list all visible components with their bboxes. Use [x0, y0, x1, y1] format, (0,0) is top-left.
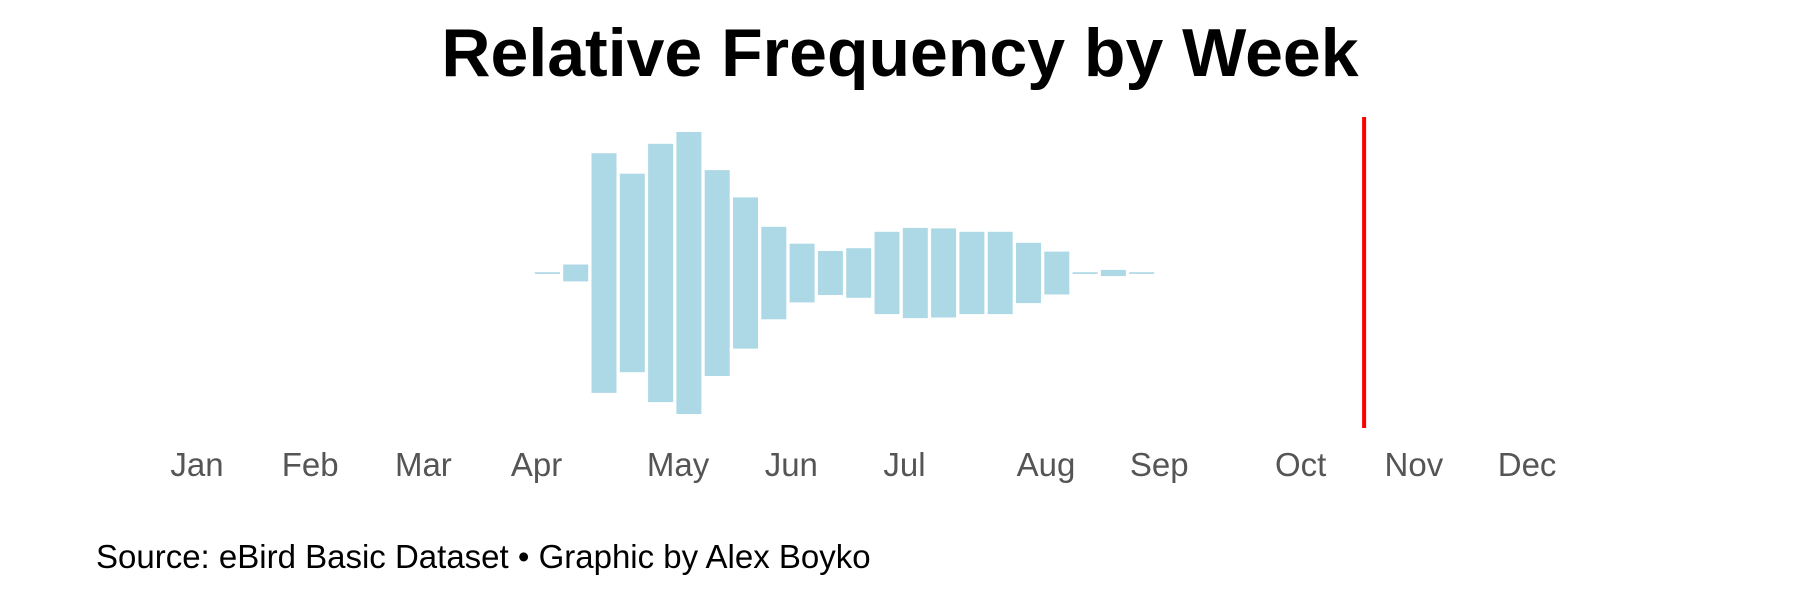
month-label-dec: Dec: [1498, 446, 1557, 483]
source-caption: Source: eBird Basic Dataset • Graphic by…: [96, 538, 871, 575]
frequency-bar: [987, 231, 1013, 315]
frequency-bar: [761, 226, 787, 320]
month-label-sep: Sep: [1130, 446, 1189, 483]
month-label-may: May: [647, 446, 710, 483]
frequency-bar: [902, 227, 928, 319]
frequency-bar: [733, 197, 758, 349]
month-axis: Jan Feb Mar Apr May Jun Jul Aug Sep Oct Nov Dec: [170, 446, 1556, 483]
frequency-bar: [959, 231, 985, 315]
frequency-bar: [789, 243, 815, 303]
month-label-jun: Jun: [765, 446, 818, 483]
frequency-bar: [563, 264, 589, 282]
frequency-bar: [1129, 272, 1155, 274]
month-label-nov: Nov: [1385, 446, 1444, 483]
month-label-oct: Oct: [1275, 446, 1326, 483]
frequency-bar: [704, 170, 730, 376]
frequency-bar: [619, 173, 645, 373]
month-label-jul: Jul: [883, 446, 925, 483]
month-label-jan: Jan: [170, 446, 223, 483]
frequency-bar: [1044, 251, 1070, 295]
frequency-bar: [846, 248, 872, 298]
frequency-bars: [534, 132, 1155, 414]
chart-title: Relative Frequency by Week: [441, 15, 1359, 91]
frequency-bar: [874, 231, 900, 315]
month-label-apr: Apr: [511, 446, 562, 483]
month-label-feb: Feb: [282, 446, 339, 483]
frequency-bar: [534, 272, 560, 274]
frequency-bar: [591, 153, 617, 393]
frequency-bar: [1100, 269, 1126, 277]
frequency-bar: [676, 132, 702, 414]
frequency-bar: [1072, 272, 1098, 274]
frequency-bar: [931, 228, 957, 318]
frequency-bar: [817, 251, 843, 295]
frequency-bar: [1016, 242, 1041, 304]
month-label-mar: Mar: [395, 446, 452, 483]
month-label-aug: Aug: [1017, 446, 1076, 483]
frequency-bar: [648, 143, 674, 403]
